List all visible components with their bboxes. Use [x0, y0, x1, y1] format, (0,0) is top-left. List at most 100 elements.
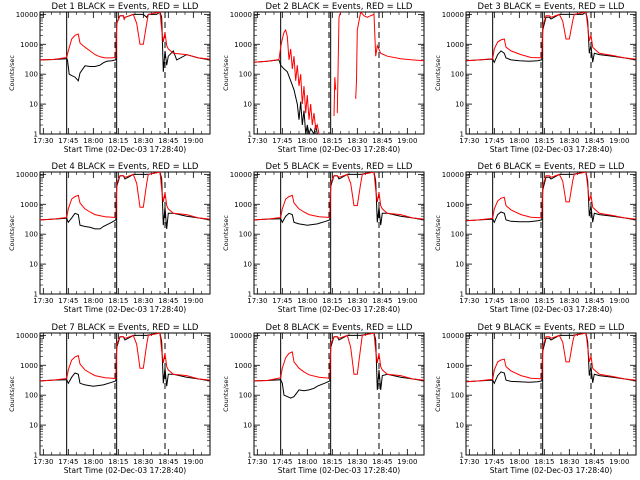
panel-title: Det 9 BLACK = Events, RED = LLD [478, 323, 625, 333]
x-tick-label: 18:00 [83, 137, 103, 145]
y-tick-label: 100 [239, 71, 252, 79]
series-group [40, 12, 210, 82]
plot-frame [465, 332, 637, 456]
y-tick-label: 10000 [230, 332, 252, 340]
y-tick-label: 1 [34, 131, 38, 139]
plot-frame [253, 11, 425, 135]
x-tick-label: 18:30 [347, 137, 367, 145]
y-tick-label: 1000 [446, 362, 464, 370]
series-line-events [254, 59, 321, 134]
y-tick-label: 100 [25, 392, 38, 400]
y-axis-label: Counts/sec [8, 376, 16, 412]
y-tick-label: 10000 [16, 171, 38, 179]
x-tick-label: 17:30 [33, 458, 53, 466]
x-tick-label: 18:00 [509, 458, 529, 466]
x-tick-label: 17:45 [272, 137, 292, 145]
y-tick-label: 10 [29, 101, 38, 109]
x-tick-label: 18:45 [158, 137, 178, 145]
y-tick-label: 1 [34, 452, 38, 460]
series-group [254, 333, 424, 399]
y-tick-label: 10000 [230, 171, 252, 179]
series-line-lld [40, 12, 210, 61]
detector-panel-5: 1 10 100 1000 10000 17:30 17:45 18:00 18:15 18:30… [222, 162, 425, 314]
x-tick-label: 18:15 [534, 137, 554, 145]
y-tick-label: 1000 [20, 201, 38, 209]
y-tick-label: 10000 [230, 11, 252, 19]
x-tick-label: 19:00 [397, 297, 417, 305]
x-tick-label: 18:30 [559, 297, 579, 305]
x-tick-label: 18:45 [372, 297, 392, 305]
x-tick-label: 18:45 [158, 297, 178, 305]
x-tick-label: 17:30 [247, 458, 267, 466]
y-tick-label: 1000 [234, 201, 252, 209]
y-axis-label: Counts/sec [222, 376, 230, 412]
y-tick-label: 10000 [16, 11, 38, 19]
series-line-lld [466, 172, 636, 222]
y-tick-label: 1 [460, 291, 464, 299]
x-tick-label: 19:00 [397, 458, 417, 466]
panel-title: Det 3 BLACK = Events, RED = LLD [478, 2, 625, 12]
y-axis-label: Counts/sec [434, 55, 442, 91]
x-tick-label: 18:15 [322, 458, 342, 466]
y-axis-label: Counts/sec [8, 55, 16, 91]
y-tick-label: 100 [25, 231, 38, 239]
x-tick-label: 18:45 [584, 458, 604, 466]
panel-title: Det 8 BLACK = Events, RED = LLD [266, 323, 413, 333]
x-tick-label: 17:45 [58, 297, 78, 305]
y-tick-label: 10000 [16, 332, 38, 340]
plot-frame [253, 171, 425, 295]
series-group [466, 172, 636, 224]
y-tick-label: 1 [248, 452, 252, 460]
x-tick-label: 18:45 [158, 458, 178, 466]
x-tick-label: 18:15 [108, 297, 128, 305]
y-axis-label: Counts/sec [222, 55, 230, 91]
x-tick-label: 18:30 [347, 458, 367, 466]
detector-panel-1: 1 10 100 1000 10000 17:30 17:45 18:00 18:15 18:30… [8, 2, 211, 154]
x-tick-label: 18:30 [133, 297, 153, 305]
x-axis-label: Start Time (02-Dec-03 17:28:40) [490, 145, 612, 154]
y-tick-label: 100 [451, 392, 464, 400]
panel-title: Det 4 BLACK = Events, RED = LLD [52, 162, 199, 172]
y-tick-label: 1000 [20, 41, 38, 49]
x-tick-label: 18:00 [297, 137, 317, 145]
x-tick-label: 19:00 [183, 297, 203, 305]
plot-frame [465, 171, 637, 295]
panel-title: Det 7 BLACK = Events, RED = LLD [52, 323, 199, 333]
x-axis-label: Start Time (02-Dec-03 17:28:40) [64, 145, 186, 154]
series-group [466, 333, 636, 385]
x-tick-label: 18:00 [83, 458, 103, 466]
series-line-lld [254, 12, 424, 134]
y-tick-label: 100 [451, 71, 464, 79]
x-tick-label: 18:45 [584, 137, 604, 145]
detector-panel-3: 1 10 100 1000 10000 17:30 17:45 18:00 18:15 18:30… [434, 2, 637, 154]
y-tick-label: 10 [455, 101, 464, 109]
x-tick-label: 18:00 [297, 458, 317, 466]
x-tick-label: 18:30 [133, 458, 153, 466]
y-tick-label: 100 [451, 231, 464, 239]
y-tick-label: 10 [455, 261, 464, 269]
detector-panel-4: 1 10 100 1000 10000 17:30 17:45 18:00 18:15 18:30… [8, 162, 211, 314]
y-tick-label: 1000 [234, 41, 252, 49]
y-tick-label: 100 [25, 71, 38, 79]
x-tick-label: 18:00 [83, 297, 103, 305]
x-tick-label: 19:00 [397, 137, 417, 145]
y-tick-label: 1 [460, 131, 464, 139]
x-tick-label: 18:15 [534, 458, 554, 466]
series-group [254, 12, 424, 134]
detector-panel-7: 1 10 100 1000 10000 17:30 17:45 18:00 18:15 18:30… [8, 323, 211, 475]
detector-panel-9: 1 10 100 1000 10000 17:30 17:45 18:00 18:15 18:30… [434, 323, 637, 475]
x-tick-label: 17:45 [484, 297, 504, 305]
x-tick-label: 18:00 [509, 137, 529, 145]
series-group [254, 172, 424, 226]
series-group [466, 12, 636, 64]
plot-frame [39, 11, 211, 135]
x-axis-label: Start Time (02-Dec-03 17:28:40) [278, 466, 400, 475]
y-tick-label: 10 [455, 422, 464, 430]
x-tick-label: 18:15 [322, 137, 342, 145]
x-tick-label: 18:45 [584, 297, 604, 305]
detector-panel-6: 1 10 100 1000 10000 17:30 17:45 18:00 18:15 18:30… [434, 162, 637, 314]
x-tick-label: 18:15 [322, 297, 342, 305]
y-tick-label: 1 [460, 452, 464, 460]
